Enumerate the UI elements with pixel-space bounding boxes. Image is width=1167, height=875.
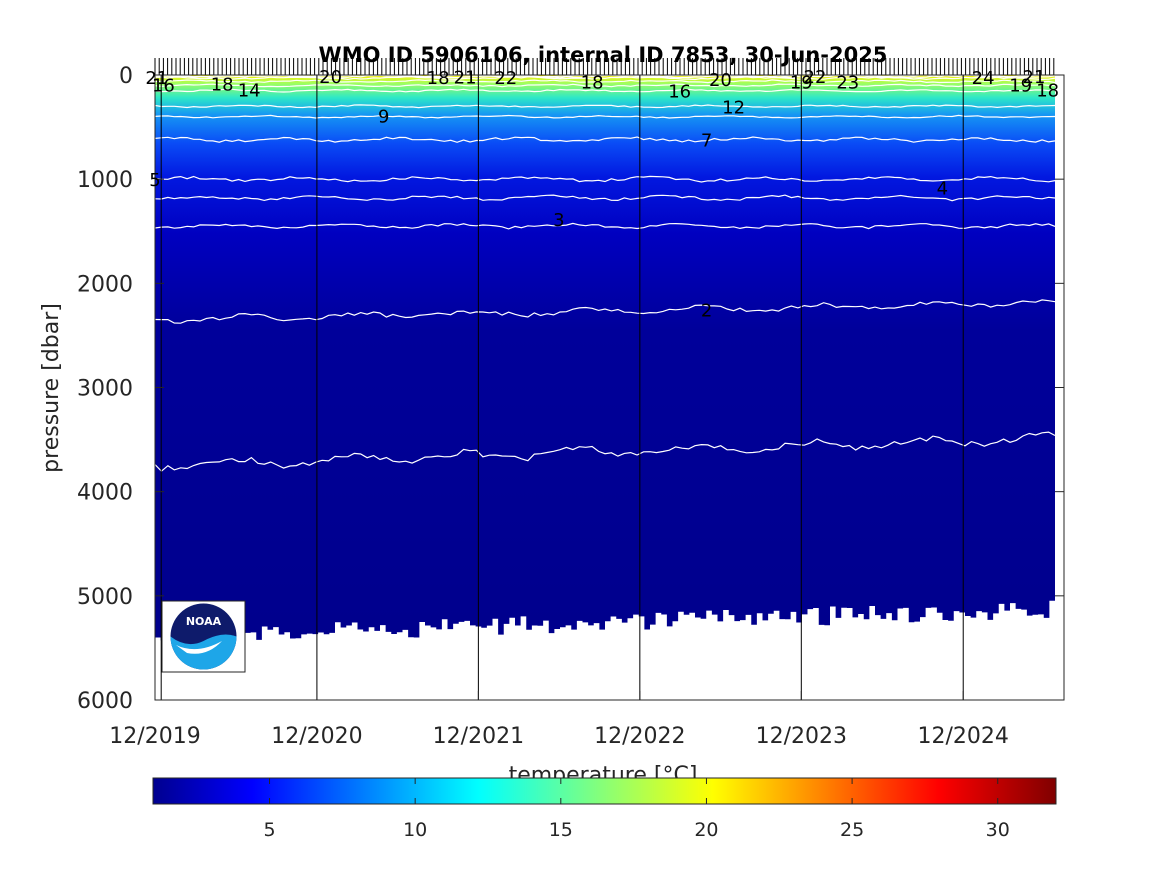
contour-label: 2 [701,300,712,321]
contour-label: 4 [937,179,948,200]
temperature-field [155,75,1055,644]
colorbar-tick-label: 20 [694,819,718,841]
noaa-logo-text: NOAA [186,615,222,628]
y-tick-label: 4000 [77,481,133,506]
y-tick-label: 5000 [77,585,133,610]
contour-label: 16 [668,82,691,103]
y-tick-label: 3000 [77,377,133,402]
contour-line-2 [155,431,1056,473]
x-axis: 12/2019 12/2020 12/2021 12/2022 12/2023 12/20… [109,75,1009,749]
contour-line-7 [155,136,1056,143]
contour-line-2 [155,299,1056,324]
x-tick-label: 12/2023 [756,724,847,749]
y-tick-label: 1000 [77,168,133,193]
x-tick-label: 12/2021 [433,724,524,749]
x-tick-label: 12/2019 [109,724,200,749]
colorbar-tick-label: 5 [263,819,275,841]
contour-label: 21 [454,68,477,89]
colorbar [152,777,1057,805]
contour-label: 3 [553,210,564,231]
contour-label: 7 [701,131,712,152]
contour-line-9 [155,114,1056,119]
contour-label: 24 [972,68,995,89]
contour-label: 22 [494,68,517,89]
contour-label: 18 [581,72,604,93]
contour-line-18 [155,79,1056,84]
colorbar-tick-label: 30 [986,819,1010,841]
contour-label: 18 [1036,81,1059,102]
colorbar-tick-label: 25 [840,819,864,841]
contour-line-4 [155,194,1056,202]
contour-label: 12 [722,97,745,118]
contour-label: 19 [1009,75,1032,96]
contour-label: 18 [211,74,234,95]
contour-label: 21 [1023,67,1046,88]
contour-label: 20 [319,67,342,88]
contour-line-14 [155,88,1056,93]
contour-line-12 [155,104,1056,109]
y-tick-label: 0 [119,64,133,89]
contour-line-16 [155,83,1056,88]
contour-label: 23 [836,72,859,93]
colorbar-ticks: 5 10 15 20 25 30 [263,778,1010,841]
y-tick-label: 2000 [77,272,133,297]
y-axis: 0 1000 2000 3000 4000 5000 6000 [77,64,1064,714]
x-tick-label: 12/2020 [271,724,362,749]
noaa-logo: NOAA [161,600,246,673]
chart-title: WMO ID 5906106, internal ID 7853, 30-Jun… [319,43,888,67]
y-axis-label: pressure [dbar] [39,303,64,473]
colorbar-tick-label: 10 [403,819,427,841]
contour-label: 19 [790,72,813,93]
contour-label: 16 [152,75,175,96]
colorbar-tick-label: 15 [549,819,573,841]
contour-line-5 [155,175,1056,183]
x-tick-label: 12/2024 [918,724,1009,749]
contour-label: 14 [238,81,261,102]
contour-label: 5 [149,170,160,191]
x-tick-label: 12/2022 [594,724,685,749]
contour-line-3 [155,222,1056,230]
contour-label: 20 [709,70,732,91]
plot-area [155,75,1056,700]
y-tick-label: 6000 [77,689,133,714]
profile-ticks [154,58,1055,75]
contour-label: 18 [427,68,450,89]
contour-label: 21 [145,68,168,89]
contour-label: 9 [378,107,389,128]
contour-label: 22 [804,67,827,88]
